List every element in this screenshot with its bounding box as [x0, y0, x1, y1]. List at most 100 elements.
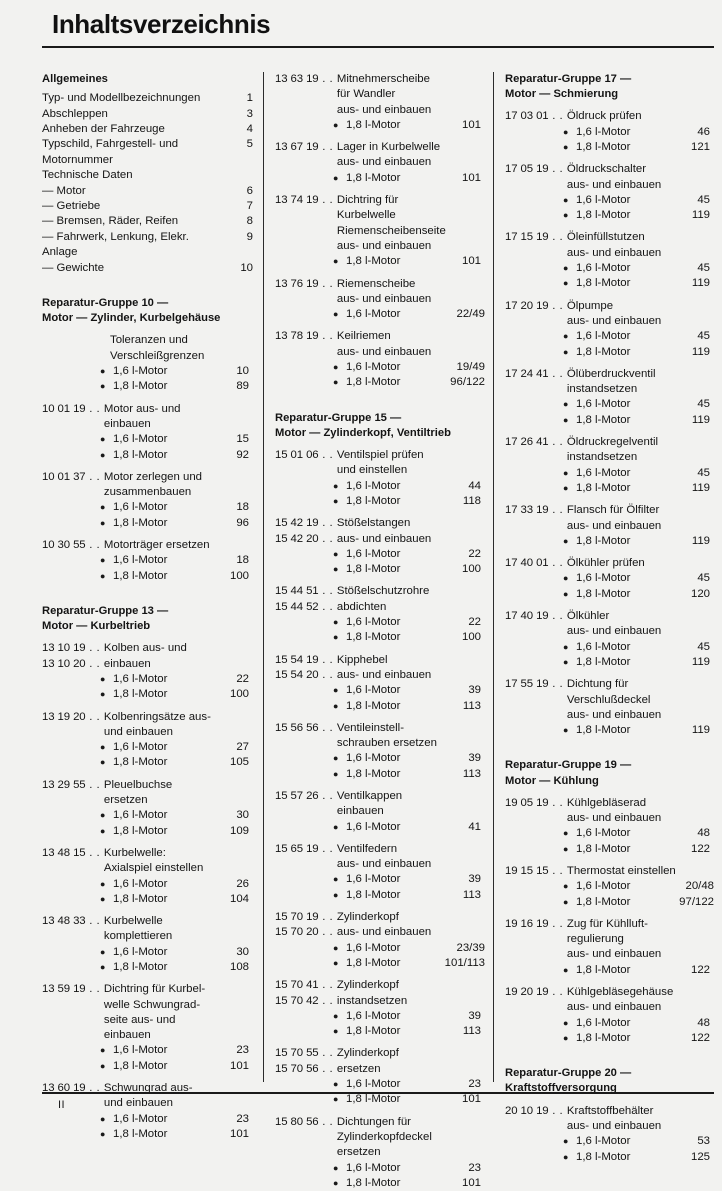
- motor-variant-label: 1,8 l-Motor: [113, 1059, 168, 1072]
- motor-page-row: ● 1,6 l-Motor 48: [505, 1016, 714, 1031]
- motor-variant-label: 1,6 l-Motor: [113, 1044, 168, 1057]
- toc-entry[interactable]: 15 44 51 . . Stößelschutzrohre 15 44 52 .…: [275, 584, 485, 645]
- toc-entry[interactable]: 13 48 33 . . Kurbelwelle komplettieren ● 1…: [42, 914, 253, 975]
- motor-variant-label: 1,6 l-Motor: [113, 1112, 168, 1125]
- code-dot-leader: . .: [318, 532, 337, 545]
- entry-description: ersetzen: [336, 1062, 381, 1075]
- entry-code-line: 15 80 56 . . Dichtungen für Zylinderkopf…: [275, 1115, 485, 1161]
- toc-entry[interactable]: 17 55 19 . . Dichtung für Verschlußdecke…: [505, 677, 714, 738]
- entry-code-line: 15 44 52 . . abdichten: [275, 600, 485, 615]
- motor-page-row: ● 1,6 l-Motor 22: [275, 547, 485, 562]
- toc-plain-row[interactable]: Typschild, Fahrgestell- und Motornummer 5: [42, 137, 253, 168]
- toc-entry[interactable]: 15 42 19 . . Stößelstangen 15 42 20 . . a…: [275, 516, 485, 577]
- entry-code: 13 59 19: [42, 983, 86, 996]
- toc-entry[interactable]: 19 16 19 . . Zug für Kühlluft- regulieru…: [505, 917, 714, 978]
- toc-entry[interactable]: 17 33 19 . . Flansch für Ölfilter aus- u…: [505, 503, 714, 549]
- toc-entry[interactable]: 10 30 55 . . Motorträger ersetzen ● 1,6 l-…: [42, 538, 253, 584]
- entry-code-line: 17 20 19 . . Ölpumpe aus- und einbauen: [505, 299, 714, 330]
- toc-entry[interactable]: 19 05 19 . . Kühlgebläserad aus- und ein…: [505, 796, 714, 857]
- motor-variant-label: 1,6 l-Motor: [346, 941, 401, 954]
- motor-page-row: ● 1,8 l-Motor 101/113: [275, 956, 485, 971]
- toc-entry[interactable]: 17 24 41 . . Ölüberdruckventil instandse…: [505, 367, 714, 428]
- motor-variant-label: 1,6 l-Motor: [346, 479, 401, 492]
- toc-entry[interactable]: 13 67 19 . . Lager in Kurbelwelle aus- u…: [275, 140, 485, 186]
- repair-group-heading: Reparatur-Gruppe 17 — Motor — Schmierung: [505, 73, 632, 101]
- motor-page-row: ● 1,8 l-Motor 101: [275, 254, 485, 269]
- toc-entry[interactable]: 13 59 19 . . Dichtring für Kurbel- welle…: [42, 982, 253, 1074]
- toc-entry[interactable]: Toleranzen und Verschleißgrenzen ● 1,6 l-M…: [42, 333, 253, 394]
- toc-entry[interactable]: 13 63 19 . . Mitnehmerscheibe für Wandle…: [275, 72, 485, 133]
- toc-plain-row[interactable]: Anheben der Fahrzeuge 4: [42, 122, 253, 137]
- toc-entry[interactable]: 17 05 19 . . Öldruckschalter aus- und ei…: [505, 162, 714, 223]
- toc-plain-row[interactable]: — Getriebe 7: [42, 199, 253, 214]
- toc-entry[interactable]: 10 01 37 . . Motor zerlegen und zusammen…: [42, 470, 253, 531]
- toc-entry[interactable]: 15 70 55 . . Zylinderkopf 15 70 56 . . er…: [275, 1046, 485, 1107]
- bullet-icon: ●: [333, 874, 339, 885]
- motor-page-number: 100: [461, 563, 481, 576]
- toc-entry[interactable]: 17 40 01 . . Ölkühler prüfen ● 1,6 l-Motor…: [505, 556, 714, 602]
- motor-page-row: ● 1,6 l-Motor 30: [42, 945, 253, 960]
- motor-page-number: 22: [236, 672, 249, 685]
- entry-code: 15 44 51: [275, 585, 319, 598]
- motor-page-row: ● 1,8 l-Motor 122: [505, 842, 714, 857]
- toc-plain-row[interactable]: — Fahrwerk, Lenkung, Elekr. Anlage 9: [42, 230, 253, 261]
- toc-entry[interactable]: 17 40 19 . . Ölkühler aus- und einbauen ●…: [505, 609, 714, 670]
- toc-entry[interactable]: 15 57 26 . . Ventilkappen einbauen ● 1,6 l…: [275, 789, 485, 835]
- motor-page-number: 119: [691, 724, 710, 737]
- toc-entry[interactable]: 13 19 20 . . Kolbenringsätze aus- und ei…: [42, 710, 253, 771]
- toc-plain-row[interactable]: Technische Daten: [42, 168, 253, 183]
- motor-page-row: ● 1,6 l-Motor 45: [505, 571, 714, 586]
- motor-page-number: 23: [468, 1161, 481, 1174]
- toc-entry[interactable]: 13 10 19 . . Kolben aus- und 13 10 20 . .…: [42, 641, 253, 702]
- toc-entry[interactable]: 17 26 41 . . Öldruckregelventil instands…: [505, 435, 714, 496]
- motor-variant-label: 1,8 l-Motor: [576, 277, 631, 290]
- motor-variant-label: 1,6 l-Motor: [346, 616, 401, 629]
- entry-code: 13 48 33: [42, 915, 86, 928]
- entry-code-line: 13 60 19 . . Schwungrad aus- und einbaue…: [42, 1081, 253, 1112]
- motor-variant-label: 1,8 l-Motor: [346, 118, 401, 131]
- motor-variant-label: 1,6 l-Motor: [113, 672, 168, 685]
- entry-code-line: 13 78 19 . . Keilriemen aus- und einbaue…: [275, 329, 485, 360]
- toc-plain-row[interactable]: Typ- und Modellbezeichnungen 1: [42, 91, 253, 106]
- repair-group-heading: Reparatur-Gruppe 15 — Motor — Zylinderko…: [275, 411, 451, 439]
- toc-plain-row[interactable]: Abschleppen 3: [42, 107, 253, 122]
- toc-entry[interactable]: 20 10 19 . . Kraftstoffbehälter aus- und…: [505, 1104, 714, 1165]
- toc-plain-row[interactable]: — Motor 6: [42, 184, 253, 199]
- toc-entry[interactable]: 15 70 41 . . Zylinderkopf 15 70 42 . . in…: [275, 978, 485, 1039]
- toc-entry[interactable]: 10 01 19 . . Motor aus- und einbauen ● 1,6…: [42, 402, 253, 463]
- code-dot-leader: . .: [548, 678, 567, 691]
- section-heading: Allgemeines: [42, 73, 108, 85]
- motor-page-row: ● 1,8 l-Motor 113: [275, 767, 485, 782]
- bullet-icon: ●: [563, 142, 569, 152]
- motor-page-number: 39: [468, 684, 481, 697]
- code-dot-leader: . .: [85, 1082, 104, 1095]
- toc-entry[interactable]: 13 60 19 . . Schwungrad aus- und einbaue…: [42, 1081, 253, 1142]
- entry-code-line: 13 63 19 . . Mitnehmerscheibe für Wandle…: [275, 72, 485, 118]
- toc-entry[interactable]: 13 74 19 . . Dichtring für Kurbelwelle R…: [275, 193, 485, 269]
- toc-plain-label: — Getriebe: [42, 200, 101, 213]
- toc-entry[interactable]: 15 54 19 . . Kipphebel 15 54 20 . . aus- …: [275, 653, 485, 714]
- toc-entry[interactable]: 15 01 06 . . Ventilspiel prüfen und eins…: [275, 448, 485, 509]
- toc-plain-label: Typschild, Fahrgestell- und Motornummer: [42, 138, 179, 166]
- toc-entry[interactable]: 19 15 15 . . Thermostat einstellen ● 1,6 l…: [505, 864, 714, 910]
- motor-page-row: ● 1,6 l-Motor 27: [42, 740, 253, 755]
- column-3: Reparatur-Gruppe 17 — Motor — Schmierung…: [493, 72, 714, 1163]
- toc-entry[interactable]: 17 03 01 . . Öldruck prüfen ● 1,6 l-Motor 4…: [505, 109, 714, 155]
- toc-plain-row[interactable]: — Bremsen, Räder, Reifen 8: [42, 214, 253, 229]
- toc-entry[interactable]: 19 20 19 . . Kühlgebläsegehäuse aus- und…: [505, 985, 714, 1046]
- toc-entry[interactable]: 13 48 15 . . Kurbelwelle: Axialspiel ein…: [42, 846, 253, 907]
- toc-entry[interactable]: 13 76 19 . . Riemenscheibe aus- und einb…: [275, 277, 485, 323]
- motor-page-row: ● 1,8 l-Motor 96: [42, 516, 253, 531]
- toc-entry[interactable]: 13 78 19 . . Keilriemen aus- und einbaue…: [275, 329, 485, 390]
- toc-entry[interactable]: 13 29 55 . . Pleuelbuchse ersetzen ● 1,6 l…: [42, 778, 253, 839]
- motor-page-number: 120: [690, 587, 710, 600]
- toc-entry[interactable]: 15 80 56 . . Dichtungen für Zylinderkopf…: [275, 1115, 485, 1191]
- motor-page-row: ● 1,8 l-Motor 101: [275, 1176, 485, 1191]
- toc-entry[interactable]: 15 70 19 . . Zylinderkopf 15 70 20 . . au…: [275, 910, 485, 971]
- toc-entry[interactable]: 15 65 19 . . Ventilfedern aus- und einba…: [275, 842, 485, 903]
- entry-code: 15 65 19: [275, 842, 319, 855]
- toc-plain-row[interactable]: — Gewichte 10: [42, 261, 253, 276]
- toc-entry[interactable]: 17 15 19 . . Öleinfüllstutzen aus- und e…: [505, 230, 714, 291]
- toc-entry[interactable]: 17 20 19 . . Ölpumpe aus- und einbauen ● 1…: [505, 299, 714, 360]
- toc-entry[interactable]: 15 56 56 . . Ventileinstell- schrauben e…: [275, 721, 485, 782]
